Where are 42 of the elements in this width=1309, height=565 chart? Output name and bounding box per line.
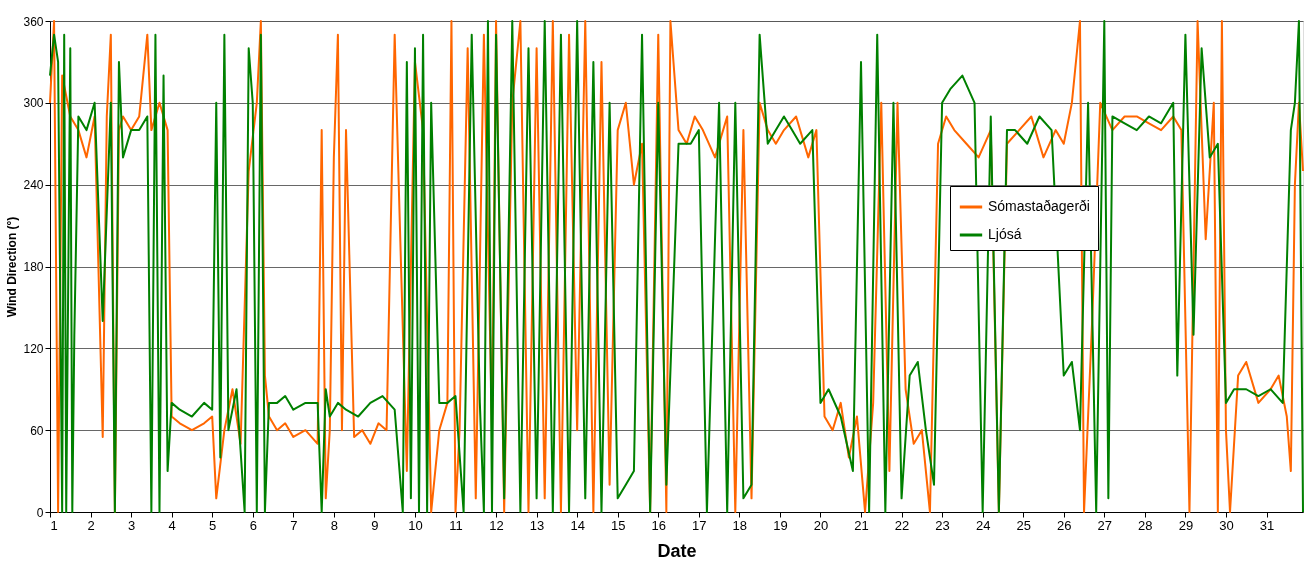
x-tick-label: 6 — [249, 517, 257, 533]
legend-label: Sómastaðagerði — [988, 198, 1090, 214]
x-tick-label: 23 — [935, 517, 950, 533]
x-tick-label: 20 — [813, 517, 829, 533]
x-tick-label: 14 — [570, 517, 585, 533]
x-tick-label: 12 — [489, 517, 504, 533]
x-tick-label: 21 — [854, 517, 869, 533]
x-tick-label: 3 — [127, 517, 136, 533]
x-tick-label: 9 — [371, 517, 379, 533]
x-axis-title: Date — [657, 540, 697, 561]
x-tick-label: 18 — [732, 517, 748, 533]
x-tick-label: 10 — [408, 517, 423, 533]
y-tick-label: 120 — [23, 341, 44, 356]
x-tick-label: 28 — [1138, 517, 1153, 533]
x-tick-label: 1 — [50, 517, 58, 533]
x-tick-label: 8 — [330, 517, 338, 533]
y-axis-title: Wind Direction (°) — [5, 216, 20, 318]
x-tick-label: 4 — [168, 517, 176, 533]
x-tick-label: 15 — [610, 517, 626, 533]
x-tick-label: 31 — [1259, 517, 1275, 533]
x-tick-label: 5 — [209, 517, 217, 533]
y-tick-label: 240 — [23, 178, 44, 193]
x-tick-label: 27 — [1097, 517, 1113, 533]
x-tick-label: 7 — [290, 517, 298, 533]
legend-label: Ljósá — [988, 226, 1022, 242]
y-tick-label: 300 — [23, 96, 44, 111]
y-tick-label: 360 — [23, 14, 44, 29]
x-tick-label: 17 — [692, 517, 707, 533]
y-tick-label: 180 — [23, 260, 44, 274]
x-tick-label: 2 — [87, 517, 95, 533]
x-tick-label: 25 — [1016, 517, 1031, 533]
x-tick-label: 11 — [449, 517, 463, 533]
x-tick-label: 24 — [975, 517, 991, 533]
x-tick-label: 29 — [1178, 517, 1194, 533]
x-tick-label: 19 — [773, 517, 788, 533]
x-tick-label: 22 — [894, 517, 910, 533]
x-tick-label: 16 — [651, 517, 666, 533]
y-tick-label: 60 — [30, 423, 44, 438]
x-tick-label: 13 — [529, 517, 545, 533]
x-tick-label: 26 — [1057, 517, 1072, 533]
x-tick-label: 30 — [1219, 517, 1234, 533]
y-tick-label: 0 — [36, 505, 44, 520]
